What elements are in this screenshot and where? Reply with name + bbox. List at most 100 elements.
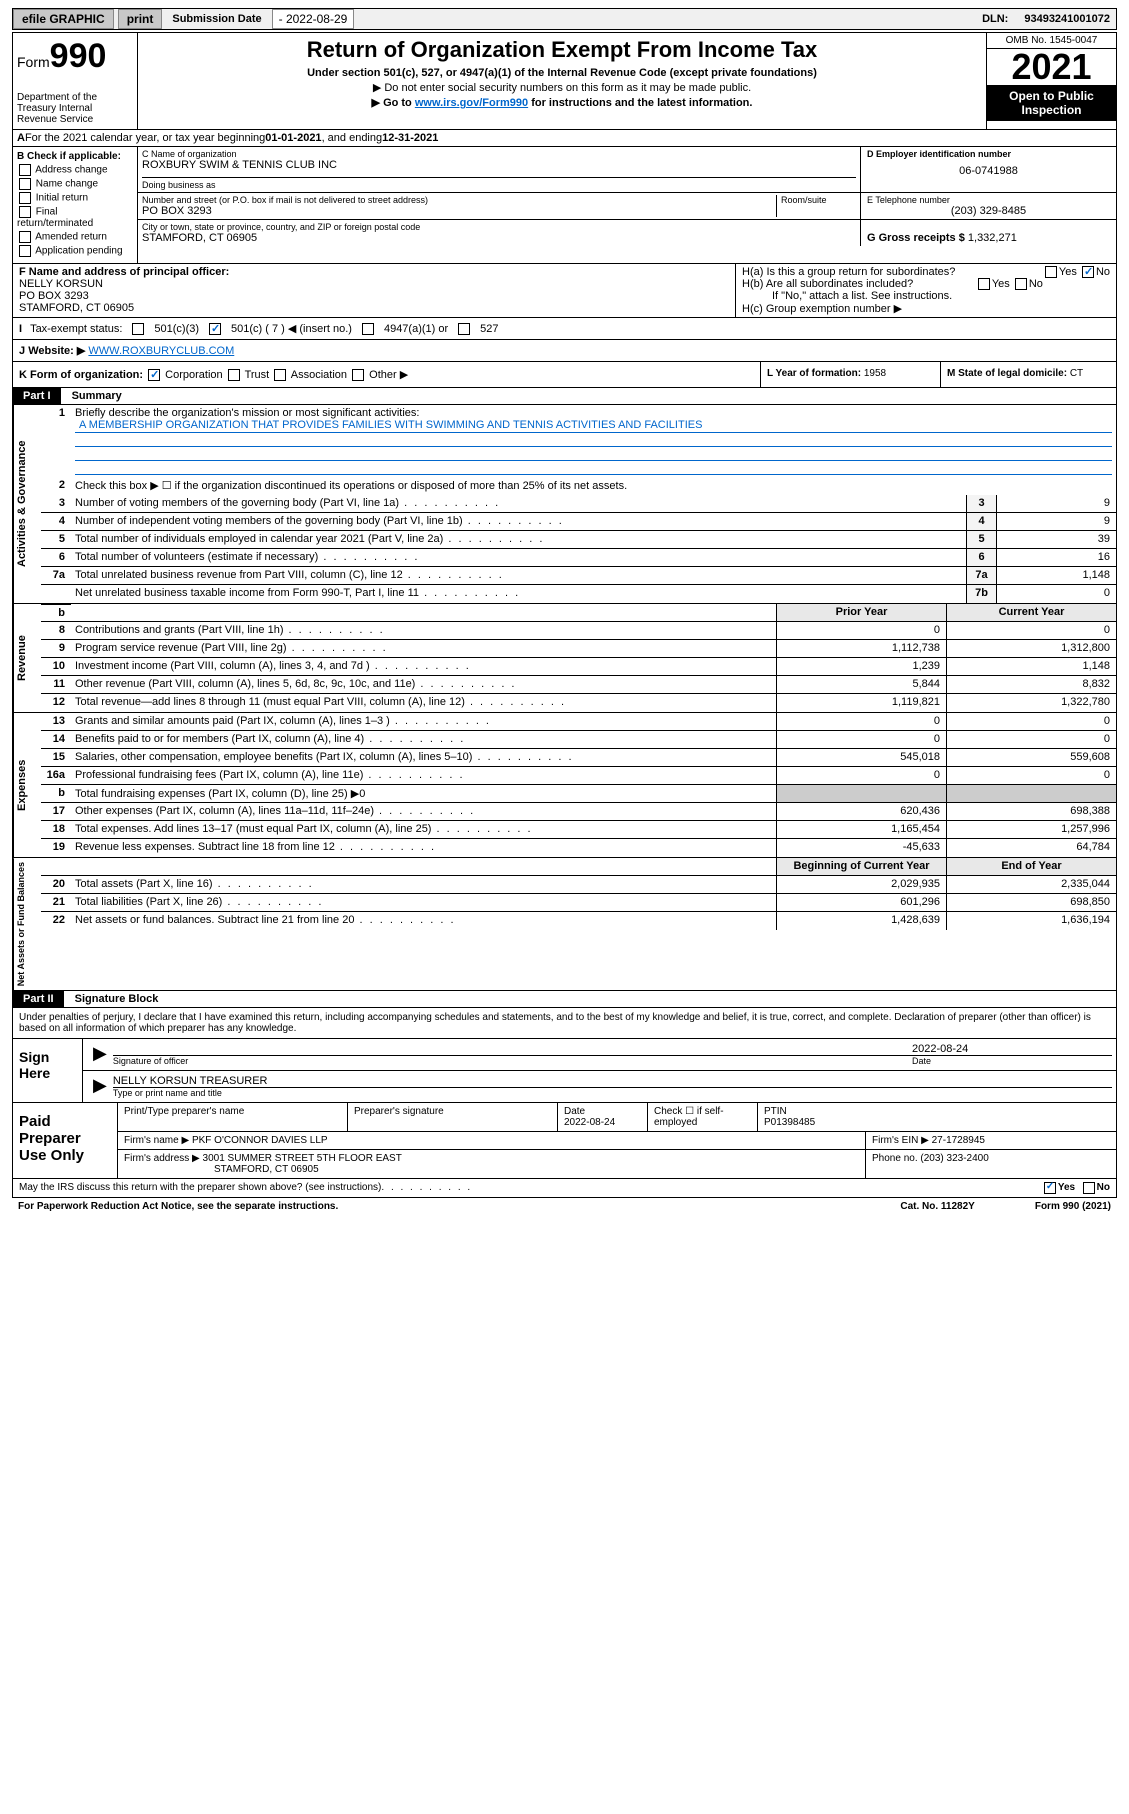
ein-label: D Employer identification number (867, 149, 1110, 159)
final-return-checkbox[interactable] (19, 206, 31, 218)
sign-here-label: Sign Here (13, 1039, 83, 1102)
arrow-icon: ▶ (87, 1075, 113, 1098)
other-checkbox[interactable] (352, 369, 364, 381)
501c-checkbox[interactable] (209, 323, 221, 335)
summary-line: 8 Contributions and grants (Part VIII, l… (41, 622, 1116, 640)
form-header: Form990 Department of the Treasury Inter… (12, 32, 1117, 130)
boy-hdr: Beginning of Current Year (776, 858, 946, 875)
discuss-question: May the IRS discuss this return with the… (19, 1182, 381, 1194)
officer-street: PO BOX 3293 (19, 290, 729, 302)
website-link[interactable]: WWW.ROXBURYCLUB.COM (88, 345, 234, 357)
corp-checkbox[interactable] (148, 369, 160, 381)
summary-line: 19 Revenue less expenses. Subtract line … (41, 839, 1116, 857)
amended-checkbox[interactable] (19, 231, 31, 243)
arrow-icon: ▶ (87, 1043, 113, 1066)
line2-desc: Check this box ▶ ☐ if the organization d… (71, 477, 1116, 495)
form-number: 990 (50, 37, 107, 75)
firm-name: PKF O'CONNOR DAVIES LLP (192, 1135, 328, 1146)
sig-date: 2022-08-24 (912, 1043, 1112, 1055)
current-year-hdr: Current Year (946, 604, 1116, 621)
summary-line: 15 Salaries, other compensation, employe… (41, 749, 1116, 767)
dln-value: 93493241001072 (1018, 11, 1116, 27)
phone-label: E Telephone number (867, 195, 1110, 205)
summary-line: 12 Total revenue—add lines 8 through 11 … (41, 694, 1116, 712)
ha-no-checkbox[interactable] (1082, 266, 1094, 278)
note2-pre: ▶ Go to (372, 97, 415, 109)
summary-line: Net unrelated business taxable income fr… (41, 585, 1116, 603)
print-button[interactable]: print (118, 9, 163, 29)
ha-yes-checkbox[interactable] (1045, 266, 1057, 278)
mission-label: Briefly describe the organization's miss… (75, 407, 419, 419)
firm-addr1: 3001 SUMMER STREET 5TH FLOOR EAST (203, 1153, 402, 1164)
submission-date: - 2022-08-29 (272, 9, 355, 29)
row-j: J Website: ▶ WWW.ROXBURYCLUB.COM (12, 340, 1117, 362)
4947-checkbox[interactable] (362, 323, 374, 335)
hc-label: H(c) Group exemption number ▶ (742, 302, 1110, 315)
initial-return-checkbox[interactable] (19, 192, 31, 204)
hb-yes-checkbox[interactable] (978, 278, 990, 290)
city-label: City or town, state or province, country… (142, 222, 856, 232)
street-value: PO BOX 3293 (142, 205, 776, 217)
name-change-checkbox[interactable] (19, 178, 31, 190)
street-label: Number and street (or P.O. box if mail i… (142, 195, 776, 205)
527-checkbox[interactable] (458, 323, 470, 335)
part-i-title: Summary (64, 388, 130, 404)
city-value: STAMFORD, CT 06905 (142, 232, 856, 244)
side-exp: Expenses (13, 713, 41, 857)
501c3-checkbox[interactable] (132, 323, 144, 335)
summary-line: 14 Benefits paid to or for members (Part… (41, 731, 1116, 749)
org-name: ROXBURY SWIM & TENNIS CLUB INC (142, 159, 856, 171)
row-a: A For the 2021 calendar year, or tax yea… (12, 130, 1117, 147)
ein-value: 06-0741988 (867, 159, 1110, 183)
tax-year: 2021 (987, 49, 1116, 85)
summary-line: 16a Professional fundraising fees (Part … (41, 767, 1116, 785)
part-ii-num: Part II (13, 991, 64, 1007)
form-footer: Form 990 (2021) (1035, 1201, 1111, 1212)
form-note1: ▶ Do not enter social security numbers o… (146, 81, 978, 94)
irs-link[interactable]: www.irs.gov/Form990 (415, 97, 528, 109)
mission-text: A MEMBERSHIP ORGANIZATION THAT PROVIDES … (75, 419, 1112, 433)
form-prefix: Form (17, 54, 50, 70)
summary-line: 11 Other revenue (Part VIII, column (A),… (41, 676, 1116, 694)
dba-label: Doing business as (142, 177, 856, 190)
summary-line: 3 Number of voting members of the govern… (41, 495, 1116, 513)
trust-checkbox[interactable] (228, 369, 240, 381)
summary-line: 6 Total number of volunteers (estimate i… (41, 549, 1116, 567)
side-na: Net Assets or Fund Balances (13, 858, 41, 990)
summary-line: 21 Total liabilities (Part X, line 26) 6… (41, 894, 1116, 912)
summary-line: b Total fundraising expenses (Part IX, c… (41, 785, 1116, 803)
summary-line: 4 Number of independent voting members o… (41, 513, 1116, 531)
name-title-label: Type or print name and title (113, 1087, 1112, 1098)
gross-value: 1,332,271 (968, 232, 1017, 244)
firm-addr2: STAMFORD, CT 06905 (124, 1164, 859, 1175)
prep-date: 2022-08-24 (564, 1117, 641, 1128)
ha-label: H(a) Is this a group return for subordin… (742, 266, 955, 278)
part-ii-title: Signature Block (67, 991, 167, 1007)
cat-no: Cat. No. 11282Y (900, 1201, 974, 1212)
hb-no-checkbox[interactable] (1015, 278, 1027, 290)
sig-date-label: Date (912, 1055, 1112, 1066)
room-label: Room/suite (781, 195, 856, 205)
note2-post: for instructions and the latest informat… (528, 97, 752, 109)
addr-change-checkbox[interactable] (19, 164, 31, 176)
summary-line: 20 Total assets (Part X, line 16) 2,029,… (41, 876, 1116, 894)
assoc-checkbox[interactable] (274, 369, 286, 381)
summary-line: 13 Grants and similar amounts paid (Part… (41, 713, 1116, 731)
app-pending-checkbox[interactable] (19, 245, 31, 257)
officer-name: NELLY KORSUN (19, 278, 729, 290)
hb-label: H(b) Are all subordinates included? (742, 278, 913, 290)
gross-label: G Gross receipts $ (867, 232, 965, 244)
prior-year-hdr: Prior Year (776, 604, 946, 621)
eoy-hdr: End of Year (946, 858, 1116, 875)
form-subtitle: Under section 501(c), 527, or 4947(a)(1)… (146, 67, 978, 79)
dln-label: DLN: (976, 11, 1014, 27)
efile-label: efile GRAPHIC (13, 9, 114, 29)
discuss-yes-checkbox[interactable] (1044, 1182, 1056, 1194)
col-b: B Check if applicable: Address change Na… (13, 147, 138, 263)
dept-label: Department of the Treasury Internal Reve… (17, 92, 133, 125)
officer-city: STAMFORD, CT 06905 (19, 302, 729, 314)
paid-preparer-label: Paid Preparer Use Only (13, 1103, 118, 1178)
officer-label: F Name and address of principal officer: (19, 266, 729, 278)
discuss-no-checkbox[interactable] (1083, 1182, 1095, 1194)
org-name-label: C Name of organization (142, 149, 856, 159)
